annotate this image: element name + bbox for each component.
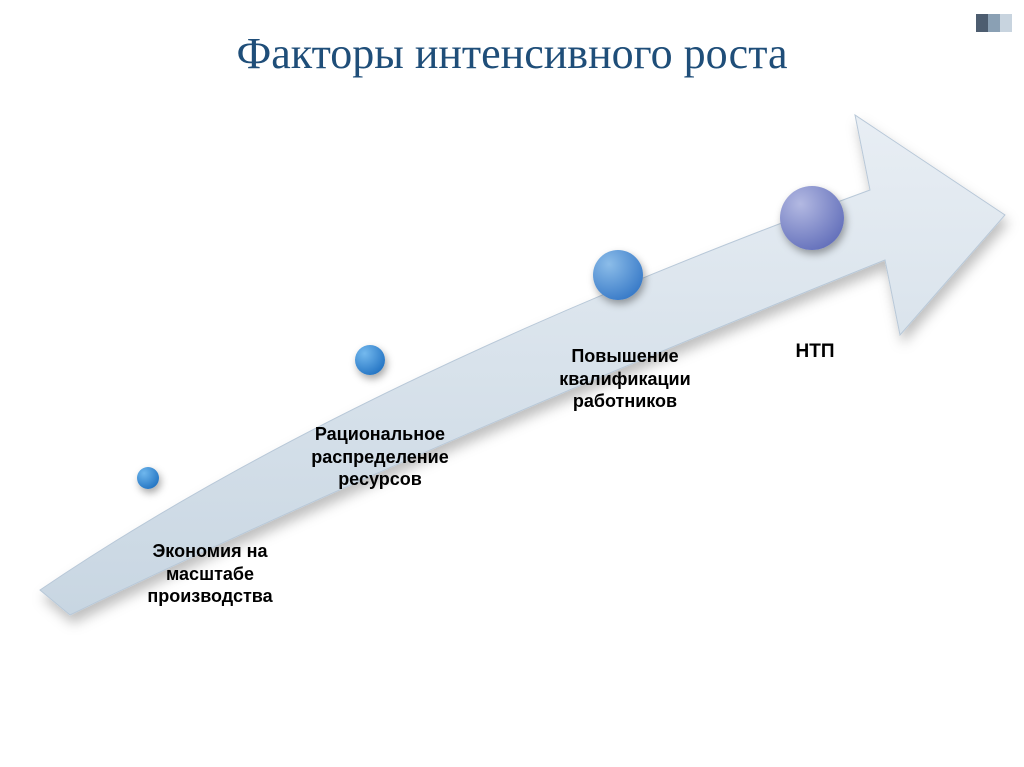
step-bubble-4 bbox=[780, 186, 844, 250]
step-label-2: Рациональноераспределениересурсов bbox=[275, 423, 485, 491]
step-label-4: НТП bbox=[770, 340, 860, 364]
step-bubble-2 bbox=[355, 345, 385, 375]
step-label-1: Экономия намасштабепроизводства bbox=[110, 540, 310, 608]
step-bubble-3 bbox=[593, 250, 643, 300]
step-bubble-1 bbox=[137, 467, 159, 489]
slide-title: Факторы интенсивного роста bbox=[0, 28, 1024, 79]
growth-arrow bbox=[0, 0, 1024, 767]
step-label-3: Повышениеквалификацииработников bbox=[520, 345, 730, 413]
